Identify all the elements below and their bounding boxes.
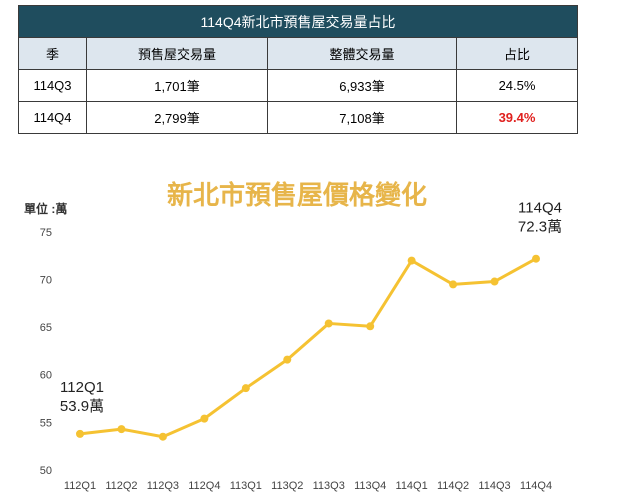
x-tick-label: 113Q3 <box>313 480 345 492</box>
header-cell: 預售屋交易量 <box>86 37 268 70</box>
point <box>366 322 375 331</box>
annotation: 72.3萬 <box>518 219 562 236</box>
point <box>200 414 209 423</box>
y-tick-label: 75 <box>40 227 52 239</box>
x-tick-label: 114Q3 <box>478 480 510 492</box>
point <box>449 280 458 289</box>
y-tick-label: 55 <box>40 417 52 429</box>
annotation: 53.9萬 <box>60 398 104 415</box>
x-tick-label: 113Q1 <box>230 480 262 492</box>
point <box>490 277 499 286</box>
cell: 24.5% <box>456 69 578 102</box>
point <box>158 432 167 441</box>
y-tick-label: 65 <box>40 322 52 334</box>
cell: 114Q4 <box>18 101 87 134</box>
header-cell: 季 <box>18 37 87 70</box>
x-tick-label: 112Q3 <box>147 480 179 492</box>
y-tick-label: 60 <box>40 370 52 382</box>
header-cell: 占比 <box>456 37 578 70</box>
cell: 1,701筆 <box>86 69 268 102</box>
point <box>283 355 292 364</box>
cell: 2,799筆 <box>86 101 268 134</box>
cell: 39.4% <box>456 101 578 134</box>
point <box>532 254 540 263</box>
cell: 6,933筆 <box>267 69 457 102</box>
x-tick-label: 112Q1 <box>64 480 96 492</box>
point <box>324 319 333 328</box>
line <box>79 257 537 439</box>
x-tick-label: 113Q2 <box>271 480 303 492</box>
x-tick-label: 112Q2 <box>105 480 137 492</box>
cell: 7,108筆 <box>267 101 457 134</box>
annotation: 114Q4 <box>518 200 562 217</box>
cell: 114Q3 <box>18 69 87 102</box>
x-tick-label: 114Q4 <box>520 480 552 492</box>
x-tick-label: 114Q1 <box>396 480 428 492</box>
point <box>241 384 250 393</box>
y-label: 單位 :萬 <box>24 201 67 216</box>
share-table: 114Q4新北市預售屋交易量占比 季 預售屋交易量 整體交易量 占比 114Q3… <box>18 5 578 134</box>
chart-title: 新北市預售屋價格變化 <box>167 180 427 210</box>
table-title: 114Q4新北市預售屋交易量占比 <box>18 5 578 38</box>
point <box>76 429 84 438</box>
header-cell: 整體交易量 <box>267 37 457 70</box>
point <box>117 425 126 434</box>
x-tick-label: 113Q4 <box>354 480 386 492</box>
x-tick-label: 114Q2 <box>437 480 469 492</box>
y-tick-label: 50 <box>40 465 52 477</box>
y-tick-label: 70 <box>40 275 52 287</box>
x-tick-label: 112Q4 <box>188 480 220 492</box>
annotation: 112Q1 <box>60 379 104 396</box>
point <box>407 256 416 265</box>
chart: 新北市預售屋價格變化 單位 :萬 50 55 60 65 70 75 112Q1 112Q2 1… <box>24 180 562 492</box>
